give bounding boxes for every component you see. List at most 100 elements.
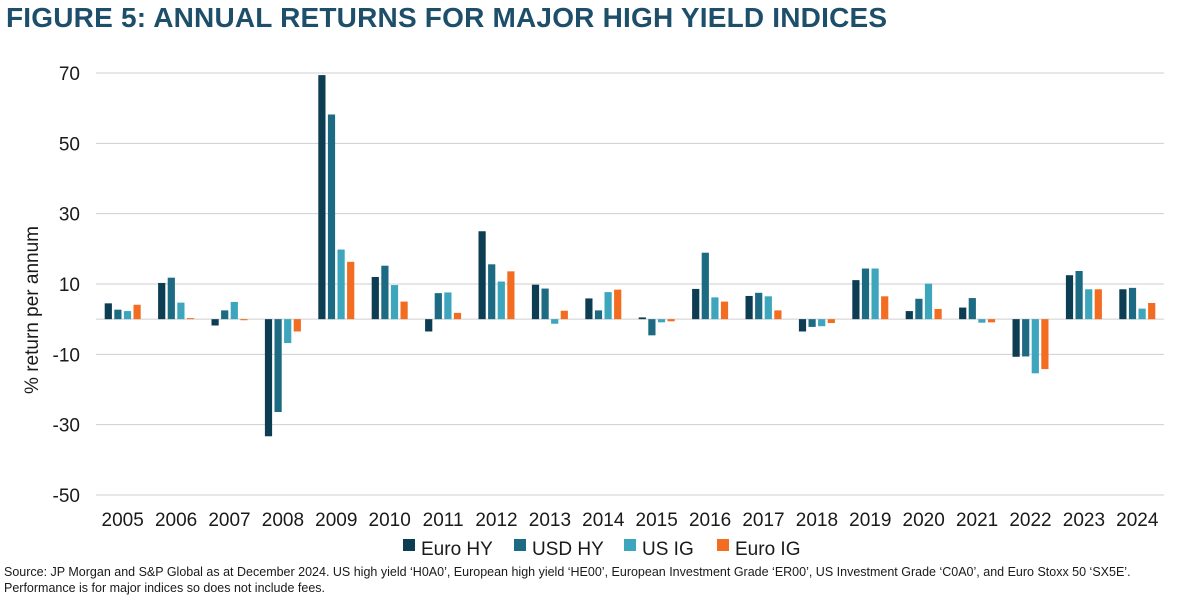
x-tick-label: 2008 <box>262 510 304 531</box>
bar-euro-hy-2012 <box>478 231 486 320</box>
x-tick-label: 2005 <box>102 510 144 531</box>
x-tick-label: 2024 <box>1116 510 1159 531</box>
bar-us-ig-2010 <box>390 285 399 320</box>
y-tick-label: 30 <box>59 205 80 226</box>
bar-usd-hy-2008 <box>274 319 282 413</box>
legend-label: US IG <box>642 539 694 560</box>
bar-usd-hy-2015 <box>648 319 656 336</box>
bar-us-ig-2005 <box>123 311 132 320</box>
bar-us-ig-2020 <box>924 283 933 320</box>
bar-euro-hy-2024 <box>1119 289 1127 320</box>
bar-euro-hy-2013 <box>531 284 540 320</box>
y-tick-label: 50 <box>59 134 80 155</box>
bar-usd-hy-2009 <box>327 114 336 320</box>
bar-euro-hy-2010 <box>371 276 379 320</box>
x-tick-label: 2010 <box>369 510 411 531</box>
x-tick-label: 2015 <box>636 510 678 531</box>
bar-euro-hy-2009 <box>318 75 326 320</box>
bar-usd-hy-2021 <box>968 298 976 320</box>
x-tick-label: 2016 <box>689 510 731 531</box>
x-tick-label: 2007 <box>208 510 250 531</box>
bar-us-ig-2022 <box>1031 319 1039 374</box>
bar-us-ig-2007 <box>230 301 238 320</box>
legend-swatch <box>514 539 526 551</box>
bar-us-ig-2021 <box>978 319 986 323</box>
bar-usd-hy-2013 <box>541 288 549 320</box>
bar-usd-hy-2014 <box>594 310 603 320</box>
bar-us-ig-2014 <box>604 292 612 320</box>
bar-euro-ig-2011 <box>453 312 462 320</box>
bar-euro-ig-2012 <box>507 271 515 320</box>
bar-euro-hy-2005 <box>104 303 112 320</box>
legend-swatch <box>624 539 636 551</box>
x-tick-label: 2022 <box>1009 510 1051 531</box>
source-note: Source: JP Morgan and S&P Global as at D… <box>4 565 1131 595</box>
bar-euro-hy-2014 <box>585 298 593 320</box>
bar-euro-hy-2007 <box>211 319 219 326</box>
bar-us-ig-2015 <box>657 319 666 323</box>
bar-euro-ig-2014 <box>614 289 622 320</box>
y-axis-label: % return per annum <box>22 226 43 394</box>
bar-usd-hy-2011 <box>434 293 442 320</box>
bar-usd-hy-2010 <box>381 265 389 320</box>
y-tick-label: -10 <box>53 345 80 366</box>
x-tick-label: 2014 <box>582 510 625 531</box>
bar-euro-hy-2011 <box>425 319 433 332</box>
bar-us-ig-2017 <box>764 296 772 320</box>
bar-euro-hy-2017 <box>745 295 753 320</box>
bar-usd-hy-2020 <box>915 298 923 320</box>
bar-us-ig-2023 <box>1085 289 1093 320</box>
legend-label: Euro IG <box>735 539 800 560</box>
y-tick-label: 10 <box>59 275 80 296</box>
bar-usd-hy-2022 <box>1022 319 1030 357</box>
bar-usd-hy-2024 <box>1128 287 1137 320</box>
bar-euro-ig-2017 <box>774 310 782 320</box>
bar-euro-ig-2008 <box>293 319 301 332</box>
bar-euro-hy-2020 <box>905 311 913 320</box>
legend-swatch <box>717 539 729 551</box>
y-tick-label: -50 <box>53 486 80 507</box>
bar-us-ig-2019 <box>871 268 879 320</box>
bar-usd-hy-2007 <box>221 310 229 320</box>
bar-euro-ig-2019 <box>881 296 889 320</box>
bar-euro-hy-2006 <box>158 282 166 320</box>
gridlines <box>96 72 1164 496</box>
bar-usd-hy-2005 <box>114 309 122 320</box>
y-tick-labels: 70 50 30 10 -10 -30 -50 <box>53 64 80 507</box>
bar-us-ig-2012 <box>497 281 505 320</box>
bar-us-ig-2016 <box>711 297 719 320</box>
x-tick-labels: 2005 2006 2007 2008 2009 2010 2011 2012 2013 2014… <box>102 510 1159 531</box>
bar-euro-ig-2009 <box>347 261 355 320</box>
bar-euro-ig-2005 <box>133 304 141 320</box>
bar-euro-hy-2023 <box>1065 275 1074 320</box>
legend: Euro HY USD HY US IG Euro IG <box>403 539 800 560</box>
bar-euro-hy-2022 <box>1012 319 1020 357</box>
x-tick-label: 2021 <box>956 510 998 531</box>
bar-euro-ig-2013 <box>560 310 568 320</box>
y-tick-label: -30 <box>53 416 80 437</box>
y-tick-label: 70 <box>59 64 80 85</box>
bar-euro-ig-2007 <box>240 319 248 321</box>
x-tick-label: 2020 <box>903 510 945 531</box>
bar-chart: 70 50 30 10 -10 -30 -50 2005 2006 2007 2008 2009 20… <box>22 64 1164 560</box>
bar-euro-ig-2020 <box>934 308 942 320</box>
x-tick-label: 2009 <box>315 510 357 531</box>
bar-usd-hy-2006 <box>167 277 175 320</box>
bar-euro-hy-2019 <box>852 280 860 320</box>
bar-euro-ig-2022 <box>1041 319 1049 370</box>
x-tick-label: 2012 <box>475 510 517 531</box>
bar-euro-hy-2016 <box>692 288 700 320</box>
x-tick-label: 2018 <box>796 510 838 531</box>
bar-usd-hy-2016 <box>701 252 709 320</box>
x-tick-label: 2011 <box>423 510 464 531</box>
bar-us-ig-2011 <box>444 292 452 320</box>
bar-euro-hy-2021 <box>959 307 967 320</box>
bar-us-ig-2006 <box>177 302 185 320</box>
x-tick-label: 2006 <box>155 510 197 531</box>
bar-euro-hy-2008 <box>264 319 273 437</box>
bar-euro-ig-2016 <box>720 301 729 320</box>
x-tick-label: 2017 <box>742 510 784 531</box>
bar-euro-ig-2021 <box>987 319 996 323</box>
bar-usd-hy-2017 <box>755 292 763 320</box>
bar-usd-hy-2012 <box>488 264 496 320</box>
